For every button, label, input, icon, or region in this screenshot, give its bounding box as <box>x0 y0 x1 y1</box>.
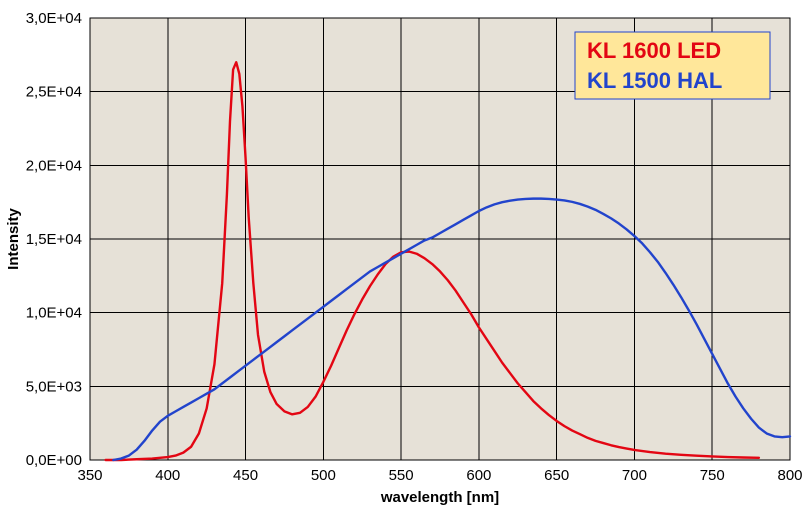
x-tick-label: 600 <box>466 467 491 484</box>
x-tick-label: 400 <box>155 467 180 484</box>
legend-entry-1: KL 1500 HAL <box>587 68 722 93</box>
y-tick-label: 2,0E+04 <box>26 157 82 174</box>
spectral-chart: 350 400 450 500 550 600 650 700 750 800 0,0E+00 5,0… <box>0 0 802 512</box>
y-tick-label: 1,0E+04 <box>26 305 82 322</box>
x-tick-label: 450 <box>233 467 258 484</box>
x-tick-label: 550 <box>389 467 414 484</box>
x-tick-label: 800 <box>777 467 802 484</box>
y-tick-label: 5,0E+03 <box>26 378 82 395</box>
y-tick-label: 1,5E+04 <box>26 231 82 248</box>
x-tick-label: 650 <box>544 467 569 484</box>
y-tick-label: 0,0E+00 <box>26 452 82 469</box>
legend-entry-0: KL 1600 LED <box>587 38 721 63</box>
y-tick-label: 3,0E+04 <box>26 10 82 27</box>
x-tick-label: 350 <box>77 467 102 484</box>
x-tick-label: 700 <box>622 467 647 484</box>
y-tick-label: 2,5E+04 <box>26 84 82 101</box>
x-tick-label: 750 <box>700 467 725 484</box>
y-axis-label: Intensity <box>5 208 22 270</box>
x-axis-label: wavelength [nm] <box>380 489 499 506</box>
x-tick-label: 500 <box>311 467 336 484</box>
chart-container: 350 400 450 500 550 600 650 700 750 800 0,0E+00 5,0… <box>0 0 802 512</box>
